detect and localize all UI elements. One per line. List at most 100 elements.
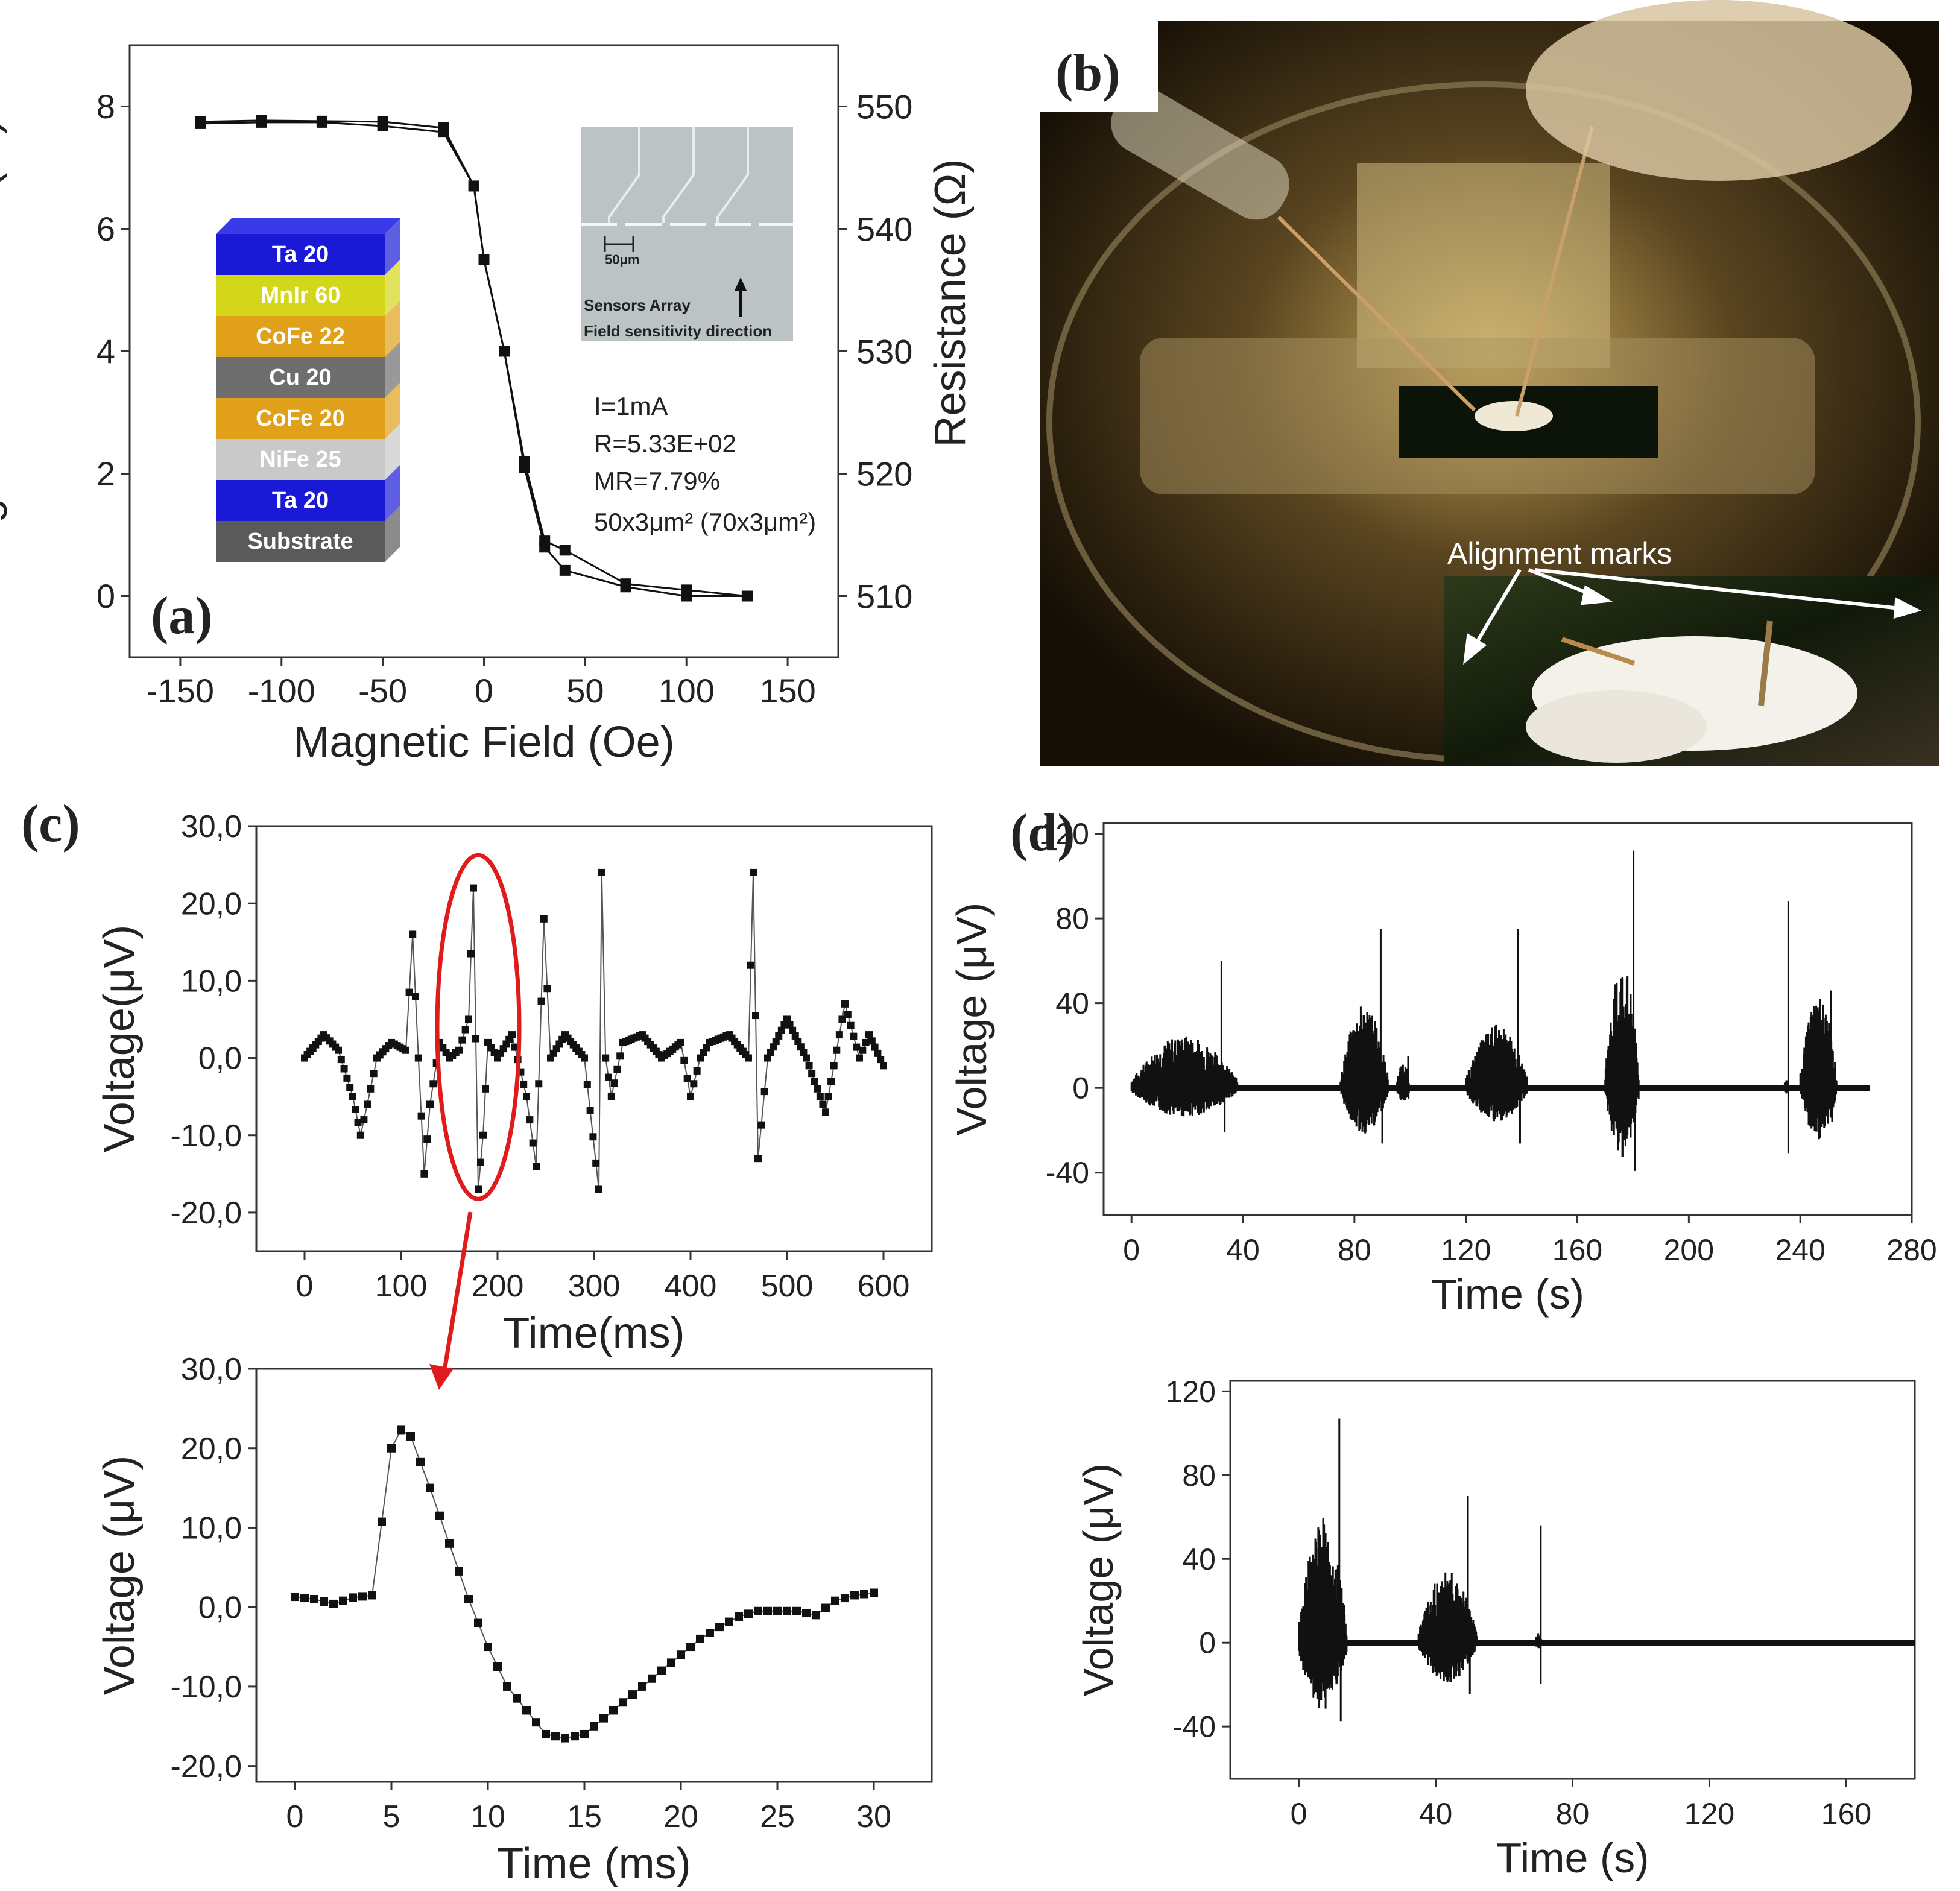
data-point (648, 1674, 656, 1683)
data-point (874, 1049, 882, 1057)
data-point (499, 346, 510, 357)
data-point (860, 1590, 868, 1599)
y-tick-label: -20,0 (170, 1749, 242, 1784)
stack-layer (216, 398, 385, 439)
data-point (513, 1694, 521, 1703)
micrograph-line2: Field sensitivity direction (584, 322, 772, 340)
x-axis-label: Magnetic Field (Oe) (293, 718, 674, 766)
data-point (607, 1093, 615, 1100)
data-point (435, 1511, 444, 1520)
stack-top-face (216, 218, 400, 234)
data-point (474, 1618, 482, 1627)
manipulator-tube (1111, 87, 1289, 220)
y-tick-label: 8 (96, 87, 115, 125)
data-point (595, 1185, 602, 1193)
y-tick-label: -10,0 (170, 1670, 242, 1705)
data-point (628, 1690, 637, 1699)
y-tick-label: 2 (96, 455, 115, 493)
burst (1799, 990, 1838, 1140)
y-tick-label: 10,0 (181, 1511, 242, 1546)
data-point (667, 1658, 675, 1667)
data-point (409, 930, 417, 938)
data-point (378, 1517, 386, 1526)
chart-c-top-voltage: 0 100 200 300 400 500 600 -20,0 -10,0 0,0 10,0 20,0… (95, 809, 933, 1357)
y-tick-label: 40 (1182, 1542, 1216, 1576)
y-tick-label: 10,0 (181, 964, 242, 999)
data-point (847, 1021, 855, 1029)
y-tick-label: -40 (1172, 1710, 1216, 1744)
data-point (677, 1650, 685, 1659)
chart-a-magnetoresistance: -150 -100 -50 0 50 100 150 0 2 4 6 8 Magnetic Field … (0, 44, 975, 766)
data-point (683, 1075, 691, 1082)
data-point (838, 1015, 846, 1023)
annotation-resistance: R=5.33E+02 (594, 429, 736, 458)
data-point (599, 1714, 608, 1723)
data-point (354, 1119, 362, 1126)
stack-layer-label: NiFe 25 (259, 447, 341, 472)
data-point (794, 1038, 802, 1046)
data-point (870, 1588, 878, 1597)
data-point (438, 127, 449, 138)
data-point (519, 462, 530, 473)
data-point (522, 1706, 531, 1715)
y-axis-label: MagnetoResistance (%) (0, 119, 8, 582)
data-point (503, 1682, 511, 1691)
data-point (455, 1567, 463, 1576)
x-tick-label: 80 (1338, 1233, 1371, 1267)
data-point (602, 1054, 610, 1062)
data-point (598, 868, 605, 876)
data-point (589, 1133, 597, 1141)
burst (1417, 1496, 1478, 1694)
burst (1465, 929, 1528, 1144)
data-point (610, 1079, 618, 1087)
data-point (752, 1012, 759, 1020)
x-tick-label: 80 (1556, 1797, 1590, 1831)
panel-label-b: (b) (1055, 44, 1121, 103)
y-tick-label: 20,0 (181, 886, 242, 921)
zoom-arrowhead (429, 1364, 454, 1390)
y2-tick-label: 510 (856, 578, 912, 616)
stack-layer-label: Ta 20 (272, 242, 329, 267)
data-point (844, 1011, 852, 1018)
stack-layer (216, 439, 385, 480)
stack-layer-side (385, 423, 400, 480)
data-point (420, 1170, 428, 1178)
data-point (537, 997, 545, 1005)
stack-layer-label: Ta 20 (272, 488, 329, 513)
data-point (763, 1606, 772, 1615)
annotation-current: I=1mA (594, 392, 668, 420)
data-point (349, 1093, 356, 1100)
data-point (540, 915, 548, 923)
data-point (368, 1591, 376, 1600)
data-point (745, 1054, 752, 1062)
data-point (475, 1185, 482, 1193)
stack-layer-side (385, 300, 400, 357)
data-point (811, 1078, 818, 1085)
stack-layer-side (385, 341, 400, 398)
data-point (686, 1643, 695, 1652)
x-tick-label: 10 (470, 1799, 505, 1834)
data-point (340, 1065, 348, 1073)
panel-label-a: (a) (151, 587, 213, 645)
sample-holder-top (1357, 163, 1610, 368)
data-point (880, 1062, 887, 1070)
data-point (805, 1062, 813, 1070)
hand-glove (1526, 0, 1912, 181)
data-point (690, 1080, 698, 1088)
data-point (533, 1163, 540, 1170)
y-tick-label: 120 (1039, 817, 1089, 851)
data-point (358, 1592, 367, 1601)
data-point (741, 590, 753, 602)
x-tick-label: 600 (858, 1269, 910, 1304)
y-axis-label: Voltage (μV) (1075, 1463, 1122, 1697)
x-tick-label: 40 (1419, 1797, 1453, 1831)
data-point (821, 1603, 830, 1612)
y-tick-label: 0 (96, 577, 115, 615)
data-point (461, 1026, 469, 1034)
plot-frame (255, 825, 933, 1252)
y-axis-label: Voltage(μV) (95, 925, 144, 1153)
data-point (772, 1038, 780, 1046)
x-tick-label: 100 (658, 672, 714, 710)
electrode-1 (1277, 215, 1476, 412)
zoom-arrow (441, 1211, 473, 1378)
